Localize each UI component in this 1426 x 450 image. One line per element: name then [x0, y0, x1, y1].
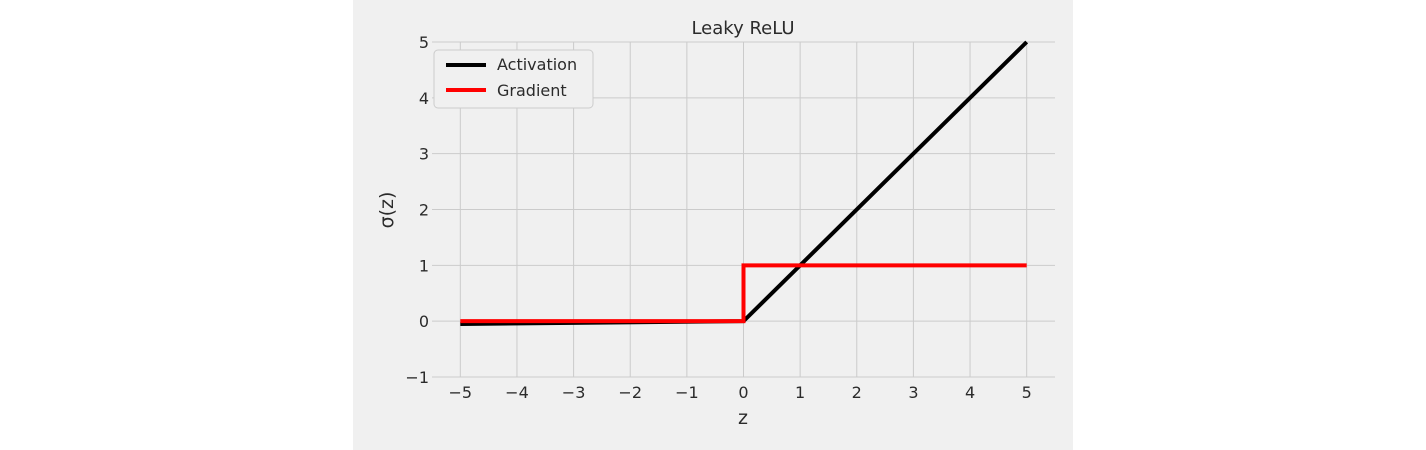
y-tick-label: 0 — [419, 312, 429, 331]
legend: Activation Gradient — [433, 49, 594, 109]
x-axis-label: z — [738, 407, 748, 429]
x-tick-label: 0 — [738, 383, 748, 402]
x-tick-label: 4 — [965, 383, 975, 402]
legend-activation-label: Activation — [497, 55, 577, 74]
legend-gradient-label: Gradient — [497, 81, 567, 100]
y-tick-label: −1 — [405, 368, 429, 387]
x-tick-label: 3 — [908, 383, 918, 402]
chart-figure: −5 −4 −3 −2 −1 0 1 2 3 4 5 −1 0 1 2 3 4 5 Leaky ReLU z σ(… — [353, 0, 1073, 450]
x-tick-label: 2 — [852, 383, 862, 402]
x-tick-label: 5 — [1022, 383, 1032, 402]
y-axis-label: σ(z) — [376, 192, 398, 229]
x-tick-label: −5 — [449, 383, 473, 402]
x-tick-label: 1 — [795, 383, 805, 402]
chart-title: Leaky ReLU — [691, 18, 794, 39]
series-line-gradient — [460, 263, 1027, 324]
x-tick-label: −4 — [505, 383, 529, 402]
y-tick-label: 3 — [419, 145, 429, 164]
y-tick-label: 4 — [419, 89, 429, 108]
chart-canvas: −5 −4 −3 −2 −1 0 1 2 3 4 5 −1 0 1 2 3 4 5 Leaky ReLU z σ(… — [376, 18, 1055, 429]
tick-labels: −5 −4 −3 −2 −1 0 1 2 3 4 5 −1 0 1 2 3 4 5 — [405, 33, 1031, 402]
x-tick-label: −2 — [618, 383, 642, 402]
y-tick-label: 5 — [419, 33, 429, 52]
x-tick-label: −1 — [675, 383, 699, 402]
x-tick-label: −3 — [562, 383, 586, 402]
y-tick-label: 1 — [419, 256, 429, 275]
series-lines — [460, 40, 1029, 326]
y-tick-label: 2 — [419, 201, 429, 220]
